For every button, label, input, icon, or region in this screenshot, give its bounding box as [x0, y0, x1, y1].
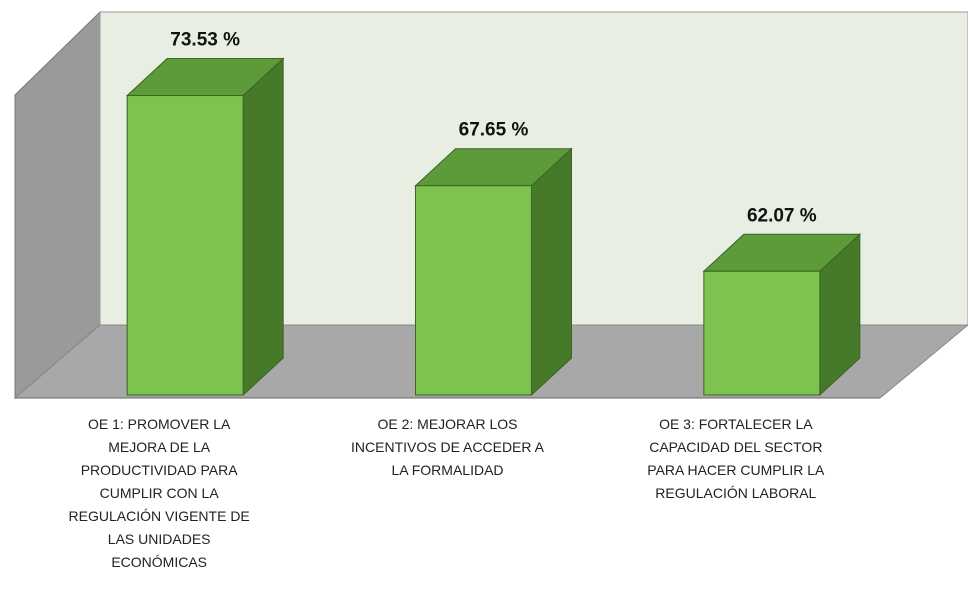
bar — [703, 270, 821, 396]
x-tick-label: OE 3: FORTALECER LA CAPACIDAD DEL SECTOR… — [647, 416, 825, 501]
bar-side — [242, 57, 284, 397]
bar — [126, 95, 244, 396]
bar — [415, 185, 532, 396]
value-label: 73.53 % — [170, 30, 240, 51]
bar-side — [531, 147, 572, 397]
value-label: 67.65 % — [459, 120, 529, 141]
x-tick-label: OE 2: MEJORAR LOS INCENTIVOS DE ACCEDER … — [351, 416, 544, 478]
x-tick-label: OE 1: PROMOVER LA MEJORA DE LA PRODUCTIV… — [68, 416, 250, 570]
value-label: 62.07 % — [747, 205, 817, 226]
